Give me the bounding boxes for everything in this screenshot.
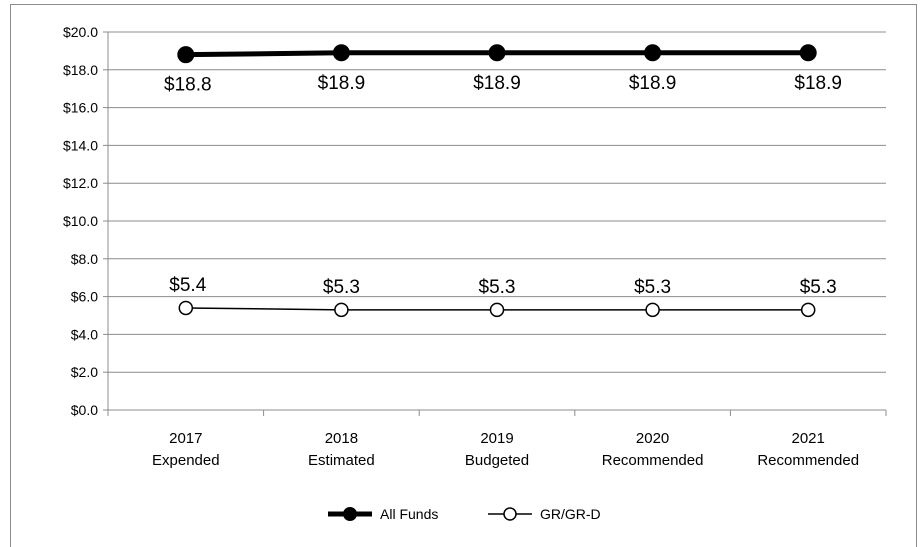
gr-grd-data-label: $5.3 [479, 277, 516, 298]
all-funds-point [489, 45, 505, 61]
legend-marker-all-funds [343, 507, 357, 521]
gr-grd-data-label: $5.3 [323, 277, 360, 298]
x-category-label: 2019 [480, 430, 513, 447]
gr-grd-data-label: $5.3 [634, 277, 671, 298]
y-tick-label: $20.0 [63, 24, 98, 40]
gr-grd-point [491, 303, 504, 316]
x-category-label: Estimated [308, 452, 375, 469]
gr-grd-point [335, 303, 348, 316]
legend-label-gr-grd: GR/GR-D [540, 506, 601, 522]
y-tick-label: $14.0 [63, 137, 98, 153]
y-tick-label: $8.0 [71, 251, 98, 267]
gr-grd-data-label: $5.4 [169, 275, 206, 296]
y-tick-label: $6.0 [71, 289, 98, 305]
x-category-label: Recommended [757, 452, 859, 469]
y-tick-label: $2.0 [71, 364, 98, 380]
all-funds-data-label: $18.8 [164, 75, 212, 96]
x-category-label: 2020 [636, 430, 669, 447]
x-category-label: 2021 [792, 430, 825, 447]
all-funds-data-label: $18.9 [629, 73, 677, 94]
x-category-label: Budgeted [465, 452, 529, 469]
x-category-label: 2018 [325, 430, 358, 447]
y-tick-label: $10.0 [63, 213, 98, 229]
x-category-label: Expended [152, 452, 220, 469]
x-category-label: Recommended [602, 452, 704, 469]
all-funds-point [333, 45, 349, 61]
x-category-label: 2017 [169, 430, 202, 447]
y-tick-label: $0.0 [71, 402, 98, 418]
gr-grd-point [179, 301, 192, 314]
legend-label-all-funds: All Funds [380, 506, 438, 522]
gr-grd-data-label: $5.3 [800, 277, 837, 298]
all-funds-data-label: $18.9 [794, 73, 842, 94]
legend-marker-gr-grd [504, 508, 516, 520]
all-funds-point [800, 45, 816, 61]
y-tick-label: $12.0 [63, 175, 98, 191]
y-tick-label: $4.0 [71, 326, 98, 342]
all-funds-data-label: $18.9 [473, 73, 521, 94]
all-funds-point [178, 47, 194, 63]
y-tick-label: $16.0 [63, 100, 98, 116]
y-tick-label: $18.0 [63, 62, 98, 78]
all-funds-data-label: $18.9 [318, 73, 366, 94]
gr-grd-point [646, 303, 659, 316]
gr-grd-point [802, 303, 815, 316]
all-funds-point [645, 45, 661, 61]
